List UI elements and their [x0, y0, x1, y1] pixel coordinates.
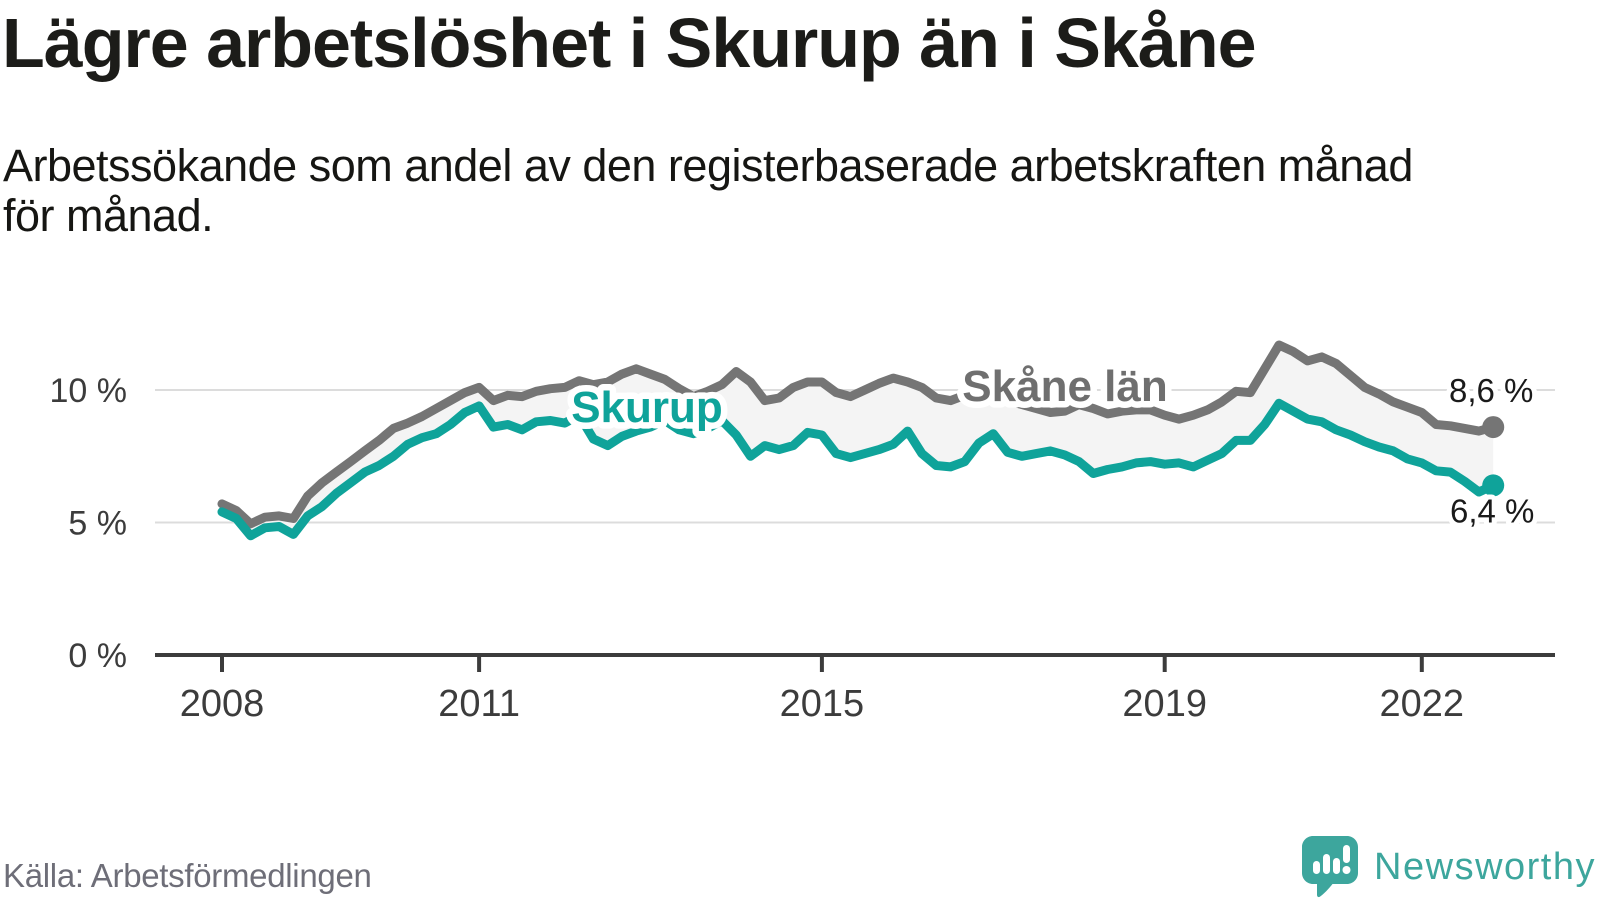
skane-series-label: Skåne län — [962, 362, 1167, 411]
logo-exclamation-dot — [1342, 866, 1351, 874]
logo-bar-1 — [1313, 861, 1321, 874]
x-tick-label: 2015 — [780, 683, 865, 725]
chart-title: Lägre arbetslöshet i Skurup än i Skåne — [2, 4, 1257, 82]
logo-bar-3 — [1333, 858, 1341, 874]
skurup-line — [217, 398, 1498, 541]
logo-bar-2 — [1323, 854, 1331, 874]
skane-end-dot — [1482, 416, 1505, 439]
x-tick-label: 2019 — [1122, 683, 1207, 725]
x-axis: 2008 2011 2015 2019 2022 — [155, 653, 1555, 725]
skane-end-value-label: 8,6 % — [1449, 372, 1533, 409]
skurup-series-label: Skurup — [571, 383, 723, 432]
skurup-end-dot — [1482, 474, 1505, 497]
newsworthy-logo-icon — [1302, 836, 1359, 898]
skurup-end-value-label: 6,4 % — [1450, 492, 1534, 529]
y-tick-label: 5 % — [68, 505, 127, 543]
source-caption: Källa: Arbetsförmedlingen — [3, 857, 372, 894]
y-axis-labels: 0 % 5 % 10 % — [50, 372, 128, 675]
skane-line — [217, 340, 1498, 529]
y-tick-label: 0 % — [68, 637, 127, 675]
logo-exclamation-bar — [1343, 845, 1351, 863]
chart-subtitle: Arbetssökande som andel av den registerb… — [3, 141, 1413, 241]
brand-lockup: Newsworthy — [1302, 836, 1596, 898]
brand-name: Newsworthy — [1374, 845, 1596, 888]
chart-subtitle-line2: för månad. — [3, 190, 214, 241]
x-tick-label: 2022 — [1380, 683, 1465, 725]
chart-subtitle-line1: Arbetssökande som andel av den registerb… — [3, 140, 1413, 191]
x-tick-label: 2008 — [180, 683, 265, 725]
x-tick-label: 2011 — [438, 683, 520, 725]
y-tick-label: 10 % — [50, 372, 128, 410]
